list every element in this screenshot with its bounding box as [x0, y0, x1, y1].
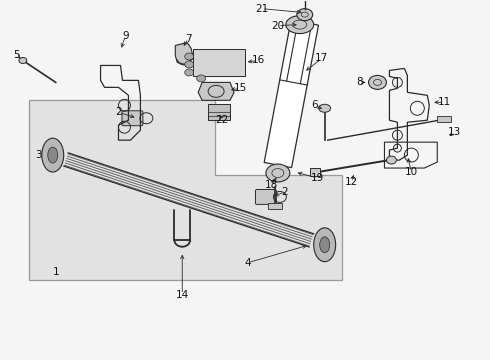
Ellipse shape: [318, 104, 331, 112]
Ellipse shape: [314, 228, 336, 262]
Ellipse shape: [368, 75, 387, 89]
Text: 13: 13: [447, 127, 461, 137]
FancyBboxPatch shape: [255, 189, 276, 204]
Polygon shape: [29, 100, 342, 280]
Ellipse shape: [387, 156, 396, 164]
Text: 20: 20: [271, 21, 284, 31]
Ellipse shape: [286, 15, 314, 33]
Text: 1: 1: [52, 267, 59, 276]
FancyBboxPatch shape: [122, 111, 143, 126]
Text: 15: 15: [233, 84, 246, 93]
Text: 14: 14: [175, 289, 189, 300]
Text: 10: 10: [405, 167, 418, 177]
Bar: [268, 203, 282, 209]
Bar: [437, 116, 451, 122]
Ellipse shape: [19, 58, 27, 63]
Text: 7: 7: [185, 33, 192, 44]
Text: 11: 11: [438, 97, 451, 107]
Text: 6: 6: [312, 100, 318, 110]
Text: 18: 18: [265, 180, 278, 190]
Text: 17: 17: [315, 54, 328, 63]
Bar: [193, 49, 245, 76]
Text: 21: 21: [255, 4, 269, 14]
Ellipse shape: [185, 53, 194, 60]
Bar: [208, 104, 230, 120]
Ellipse shape: [42, 138, 64, 172]
Ellipse shape: [185, 69, 194, 76]
Bar: [310, 168, 319, 176]
Text: 4: 4: [245, 258, 251, 268]
Polygon shape: [198, 82, 234, 100]
Text: 2: 2: [115, 107, 122, 117]
Text: 9: 9: [122, 31, 129, 41]
Ellipse shape: [185, 61, 194, 68]
Ellipse shape: [297, 9, 313, 21]
Text: 5: 5: [14, 50, 20, 60]
Ellipse shape: [196, 75, 206, 82]
Text: 8: 8: [356, 77, 363, 87]
Ellipse shape: [319, 237, 330, 253]
Text: 16: 16: [251, 55, 265, 66]
Text: 22: 22: [216, 115, 229, 125]
Polygon shape: [175, 42, 193, 64]
Polygon shape: [264, 20, 318, 168]
Ellipse shape: [48, 147, 58, 163]
Ellipse shape: [266, 164, 290, 182]
Text: 12: 12: [345, 177, 358, 187]
Text: 2: 2: [282, 187, 288, 197]
Text: 3: 3: [35, 150, 42, 160]
Text: 19: 19: [311, 173, 324, 183]
